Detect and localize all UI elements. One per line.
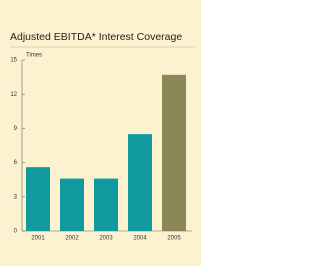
x-tick-label: 2003 <box>99 236 113 242</box>
bar <box>94 178 118 231</box>
y-tick-label: 9 <box>14 126 18 132</box>
x-tick-label: 2005 <box>167 236 181 242</box>
y-tick-label: 15 <box>10 58 17 64</box>
chart: Adjusted EBITDA* Interest Coverage Times… <box>0 0 201 266</box>
y-tick-label: 0 <box>14 229 18 235</box>
x-tick-label: 2001 <box>31 236 45 242</box>
y-tick-label: 6 <box>14 160 18 166</box>
chart-title: Adjusted EBITDA* Interest Coverage <box>10 31 182 43</box>
bar <box>26 167 50 231</box>
y-tick-label: 3 <box>14 194 18 200</box>
y-tick-label: 12 <box>10 92 17 98</box>
x-tick-label: 2004 <box>133 236 147 242</box>
bar <box>162 74 186 231</box>
bar <box>128 134 152 231</box>
y-axis-label: Times <box>26 53 42 59</box>
x-tick-label: 2002 <box>65 236 79 242</box>
bar <box>60 178 84 231</box>
